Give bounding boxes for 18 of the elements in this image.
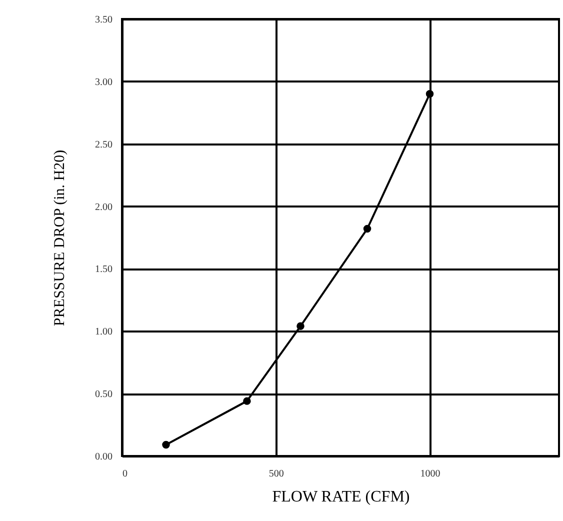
x-axis-title: FLOW RATE (CFM) bbox=[272, 488, 410, 506]
y-axis-title: PRESSURE DROP (in. H20) bbox=[52, 150, 68, 326]
point bbox=[296, 322, 304, 330]
y-tick-label: 0.00 bbox=[95, 452, 112, 462]
point bbox=[363, 224, 372, 233]
x-tick-label: 1000 bbox=[420, 468, 440, 480]
y-tick-label: 0.50 bbox=[95, 389, 112, 400]
point bbox=[426, 90, 434, 98]
y-tick-label: 3.00 bbox=[95, 76, 112, 88]
point bbox=[243, 397, 251, 405]
y-tick-label: 2.50 bbox=[95, 139, 112, 150]
y-tick-label: 1.50 bbox=[95, 264, 112, 276]
x-tick-label: 500 bbox=[268, 468, 284, 480]
x-tick-label: 0 bbox=[122, 468, 128, 480]
point bbox=[162, 440, 170, 449]
y-tick-label: 1.00 bbox=[95, 326, 112, 338]
y-tick-label: 3.50 bbox=[95, 14, 112, 26]
y-tick-label: 2.00 bbox=[95, 202, 112, 213]
